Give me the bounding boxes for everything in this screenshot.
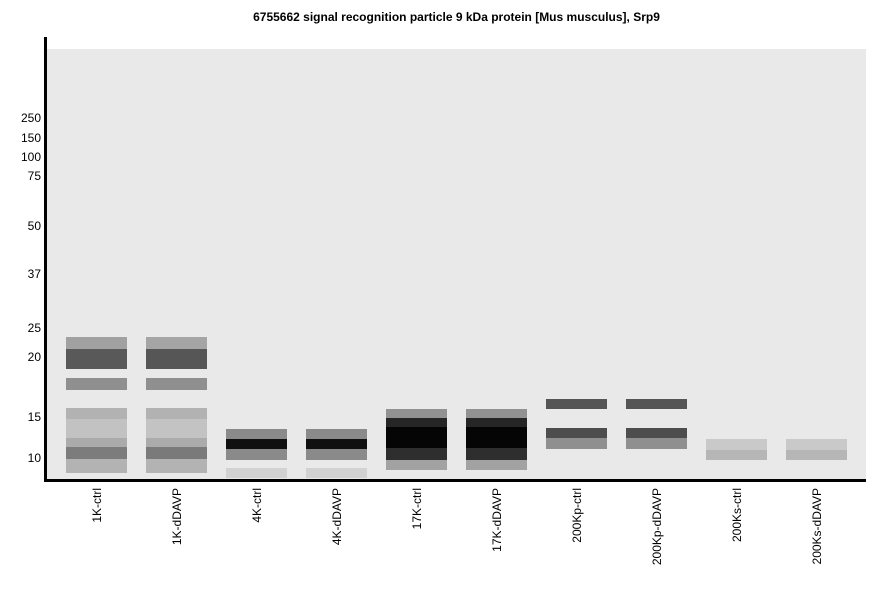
gel-band [66,447,127,459]
gel-band [386,418,447,427]
y-axis-line [44,37,47,482]
gel-band [146,419,207,438]
gel-band [146,408,207,419]
y-tick-label: 20 [27,350,41,364]
x-axis-lane-label: 200Ks-dDAVP [809,488,824,565]
gel-band [466,448,527,460]
gel-band [626,428,687,438]
gel-band [546,399,607,409]
y-tick-label: 15 [27,410,41,424]
plot-area [47,49,866,479]
gel-band [306,429,367,439]
gel-band [466,460,527,470]
x-axis-lane-label: 17K-dDAVP [489,488,504,552]
gel-band [146,459,207,473]
gel-band [66,337,127,349]
gel-band [226,439,287,449]
gel-band [146,438,207,447]
gel-band [146,447,207,459]
x-axis-lane-label: 1K-ctrl [89,488,104,523]
gel-band [466,418,527,427]
gel-band [306,468,367,478]
gel-band [546,438,607,449]
x-axis-lane-label: 200Ks-ctrl [729,488,744,543]
gel-band [146,378,207,390]
y-tick-label: 150 [20,131,41,145]
gel-band [146,337,207,349]
x-axis-lane-label: 200Kp-ctrl [569,488,584,543]
y-tick-label: 37 [27,267,41,281]
x-axis-lane-label: 200Kp-dDAVP [649,488,664,566]
gel-band [466,409,527,418]
gel-band [66,459,127,473]
x-axis-lane-label: 1K-dDAVP [169,488,184,546]
gel-band [466,427,527,448]
x-axis-lane-label: 4K-ctrl [249,488,264,523]
gel-band [386,427,447,448]
gel-band [146,349,207,369]
gel-band [626,399,687,409]
x-axis-line [44,479,866,482]
gel-band [66,419,127,438]
chart-title: 6755662 signal recognition particle 9 kD… [253,10,660,24]
gel-band [306,449,367,460]
y-tick-label: 10 [27,451,41,465]
x-axis-lane-label: 17K-ctrl [409,488,424,530]
x-axis-lane-label: 4K-dDAVP [329,488,344,546]
y-tick-label: 250 [20,111,41,125]
gel-band [226,449,287,460]
gel-band [66,408,127,419]
gel-band [66,438,127,447]
y-tick-label: 50 [27,219,41,233]
y-tick-label: 75 [27,169,41,183]
gel-band [786,439,847,450]
gel-band [226,468,287,478]
gel-band [706,450,767,460]
y-tick-label: 25 [27,321,41,335]
gel-band [626,438,687,449]
gel-band [546,428,607,438]
gel-band [66,349,127,369]
gel-band [66,378,127,390]
gel-band [386,409,447,418]
gel-band [706,439,767,450]
gel-band [386,460,447,470]
gel-band [306,439,367,449]
gel-band [226,429,287,439]
y-tick-label: 100 [20,150,41,164]
gel-band [386,448,447,460]
gel-band [786,450,847,460]
